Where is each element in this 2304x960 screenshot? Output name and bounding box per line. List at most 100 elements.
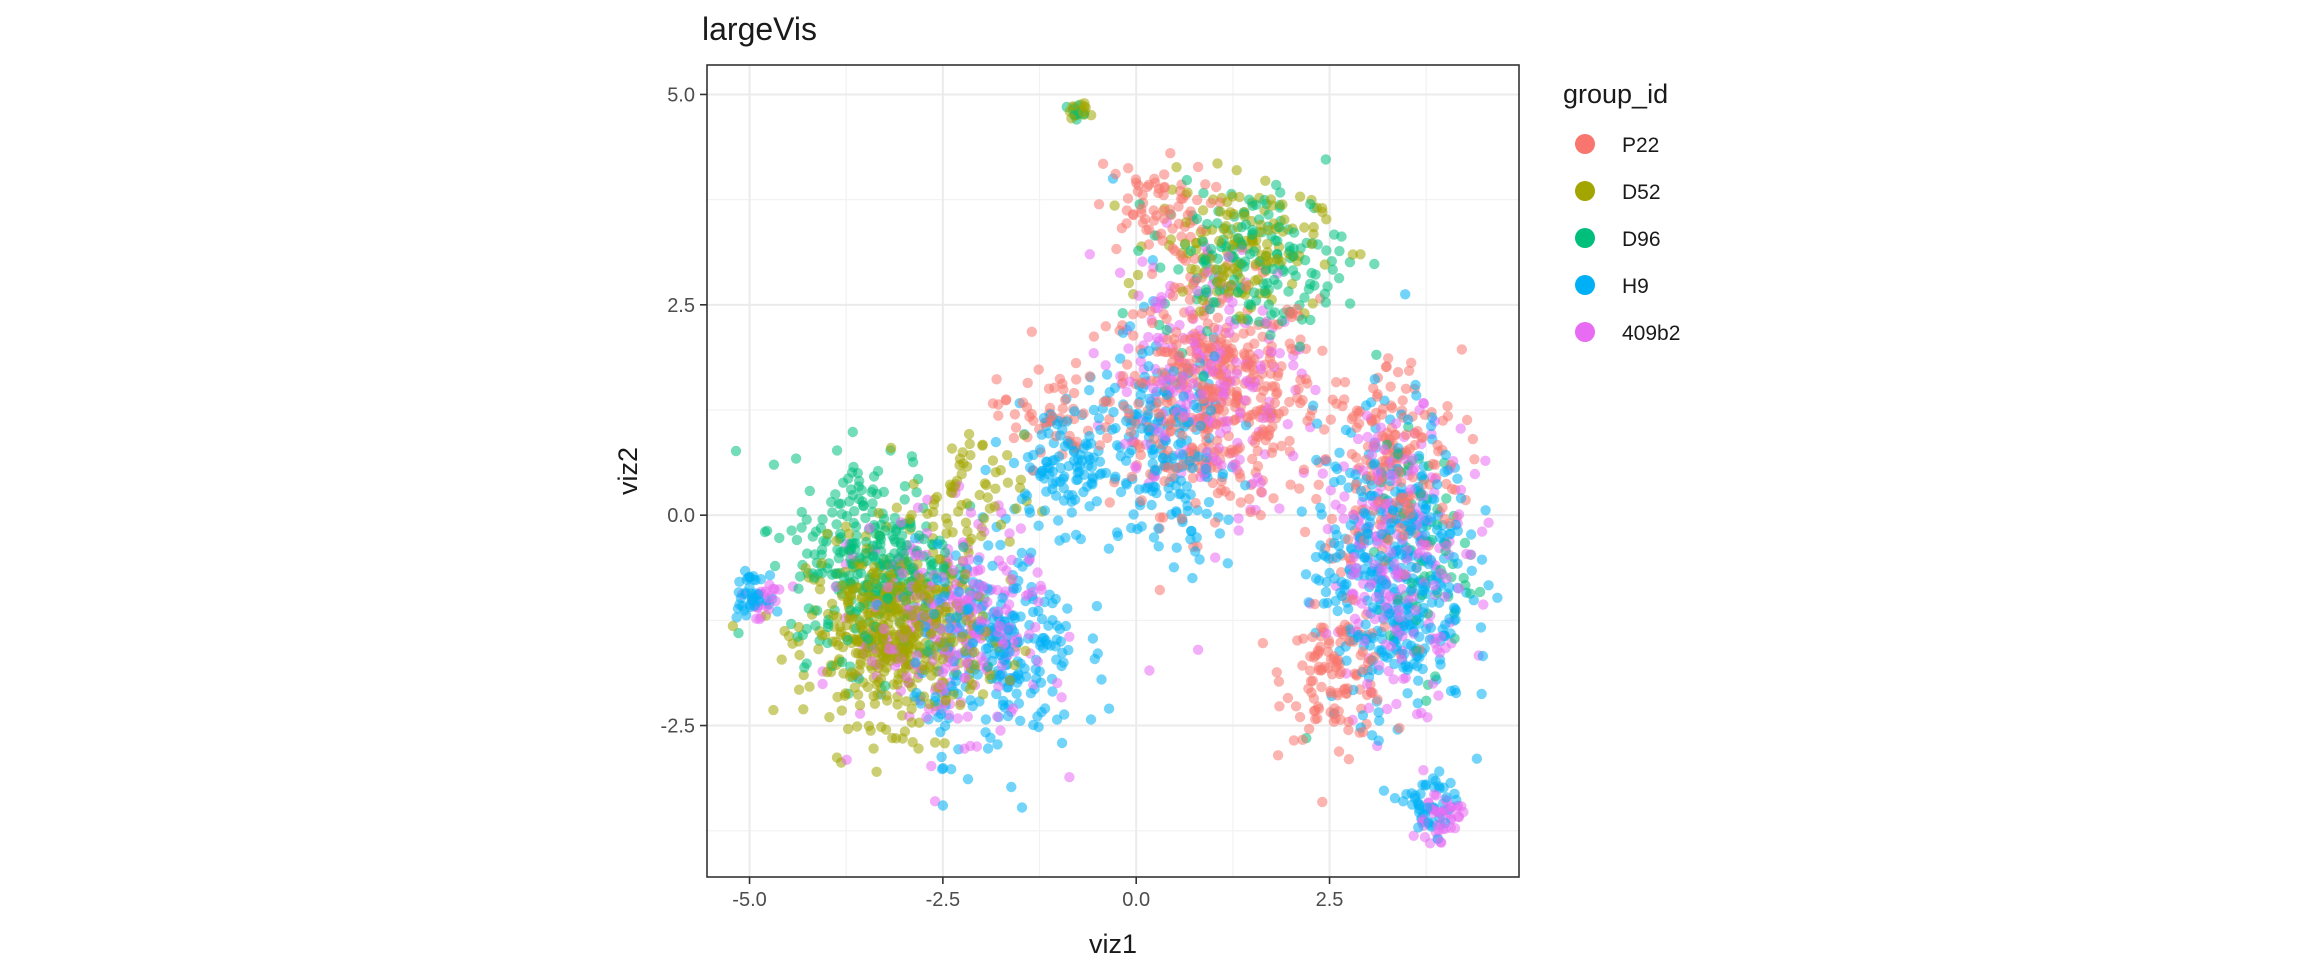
data-point-p22 <box>1297 395 1308 406</box>
data-point-h9 <box>1398 796 1409 807</box>
data-point-h9 <box>1434 766 1445 777</box>
data-point-h9 <box>1115 353 1126 364</box>
data-point-409b2 <box>1353 433 1364 445</box>
data-point-d96 <box>1205 243 1217 255</box>
data-point-p22 <box>1412 425 1423 437</box>
data-point-d52 <box>958 458 969 469</box>
data-point-h9 <box>1384 608 1395 619</box>
data-point-d52 <box>924 698 935 710</box>
data-point-409b2 <box>973 589 984 600</box>
data-point-p22 <box>1071 436 1083 447</box>
data-point-p22 <box>1409 439 1421 451</box>
data-point-h9 <box>1465 529 1477 540</box>
data-point-h9 <box>1112 530 1124 542</box>
data-point-d96 <box>1265 329 1276 341</box>
data-point-d96 <box>857 496 868 507</box>
data-point-p22 <box>1167 223 1178 234</box>
data-point-p22 <box>1170 462 1182 474</box>
data-point-h9 <box>1104 387 1115 398</box>
data-point-p22 <box>1143 239 1155 250</box>
data-point-h9 <box>1175 437 1187 448</box>
data-point-409b2 <box>1392 567 1403 578</box>
data-point-p22 <box>1187 313 1198 324</box>
data-point-d96 <box>880 680 891 692</box>
data-point-h9 <box>1203 497 1215 508</box>
data-point-p22 <box>1147 317 1158 329</box>
data-point-409b2 <box>1064 631 1075 642</box>
data-point-d52 <box>946 443 958 454</box>
y-tick-label: 2.5 <box>667 295 695 317</box>
data-point-h9 <box>1112 440 1123 451</box>
data-point-409b2 <box>1233 513 1244 524</box>
data-point-409b2 <box>1032 567 1043 578</box>
data-point-p22 <box>1169 282 1180 293</box>
data-point-d52 <box>966 533 977 544</box>
data-point-p22 <box>1395 522 1406 533</box>
data-point-p22 <box>1176 513 1187 524</box>
data-point-d96 <box>1249 287 1260 298</box>
data-point-p22 <box>1192 161 1204 173</box>
data-point-d96 <box>730 445 742 457</box>
data-point-h9 <box>1476 688 1487 700</box>
data-point-p22 <box>1097 158 1109 169</box>
data-point-p22 <box>1297 660 1308 671</box>
data-point-409b2 <box>1445 822 1456 833</box>
data-point-d52 <box>798 704 809 715</box>
data-point-409b2 <box>1385 547 1396 558</box>
data-point-409b2 <box>1248 382 1259 393</box>
x-axis-title: viz1 <box>1089 929 1137 959</box>
data-point-d52 <box>1077 107 1089 118</box>
data-point-p22 <box>1212 312 1224 323</box>
data-point-p22 <box>1010 422 1022 433</box>
data-point-d96 <box>1300 255 1311 266</box>
data-point-p22 <box>1247 453 1258 465</box>
data-point-d52 <box>906 717 917 728</box>
data-point-409b2 <box>1408 830 1419 841</box>
data-point-409b2 <box>1144 665 1155 676</box>
data-point-d96 <box>835 498 847 509</box>
data-point-409b2 <box>1435 837 1446 848</box>
data-point-p22 <box>1298 464 1310 475</box>
data-point-h9 <box>1024 507 1036 518</box>
data-point-d52 <box>960 517 972 528</box>
data-point-409b2 <box>1274 348 1286 359</box>
data-point-h9 <box>1008 583 1019 594</box>
data-point-d52 <box>901 696 912 707</box>
data-point-d52 <box>1197 295 1209 306</box>
data-point-409b2 <box>895 517 907 528</box>
data-point-d96 <box>1369 258 1380 270</box>
data-point-p22 <box>1394 466 1405 478</box>
data-point-409b2 <box>912 502 924 513</box>
data-point-d52 <box>1210 264 1221 275</box>
data-point-h9 <box>1450 605 1462 616</box>
data-point-h9 <box>1093 413 1105 424</box>
data-point-h9 <box>1132 523 1143 535</box>
data-point-h9 <box>1158 452 1169 463</box>
data-point-d52 <box>960 615 972 626</box>
data-point-d96 <box>925 556 936 567</box>
data-point-h9 <box>1332 605 1343 617</box>
data-point-d96 <box>1204 304 1216 315</box>
data-point-p22 <box>1070 357 1082 369</box>
data-point-d52 <box>977 439 988 450</box>
data-point-d52 <box>963 428 975 440</box>
data-point-p22 <box>1255 392 1267 403</box>
data-point-h9 <box>1161 389 1173 400</box>
data-point-d52 <box>918 691 930 702</box>
data-point-d96 <box>804 485 815 497</box>
data-point-p22 <box>1329 703 1340 714</box>
chart-title: largeVis <box>702 11 817 47</box>
data-point-d52 <box>947 487 958 499</box>
data-point-h9 <box>1028 606 1039 618</box>
data-point-p22 <box>1009 409 1021 420</box>
data-point-d96 <box>1272 235 1283 247</box>
data-point-h9 <box>1476 554 1488 565</box>
data-point-d96 <box>811 605 823 616</box>
data-point-d52 <box>990 467 1001 478</box>
data-point-d96 <box>1327 264 1338 275</box>
data-point-d96 <box>844 496 855 507</box>
data-point-p22 <box>1276 440 1287 452</box>
data-point-p22 <box>1346 413 1358 425</box>
data-point-d52 <box>804 681 815 692</box>
data-point-p22 <box>1165 417 1177 428</box>
